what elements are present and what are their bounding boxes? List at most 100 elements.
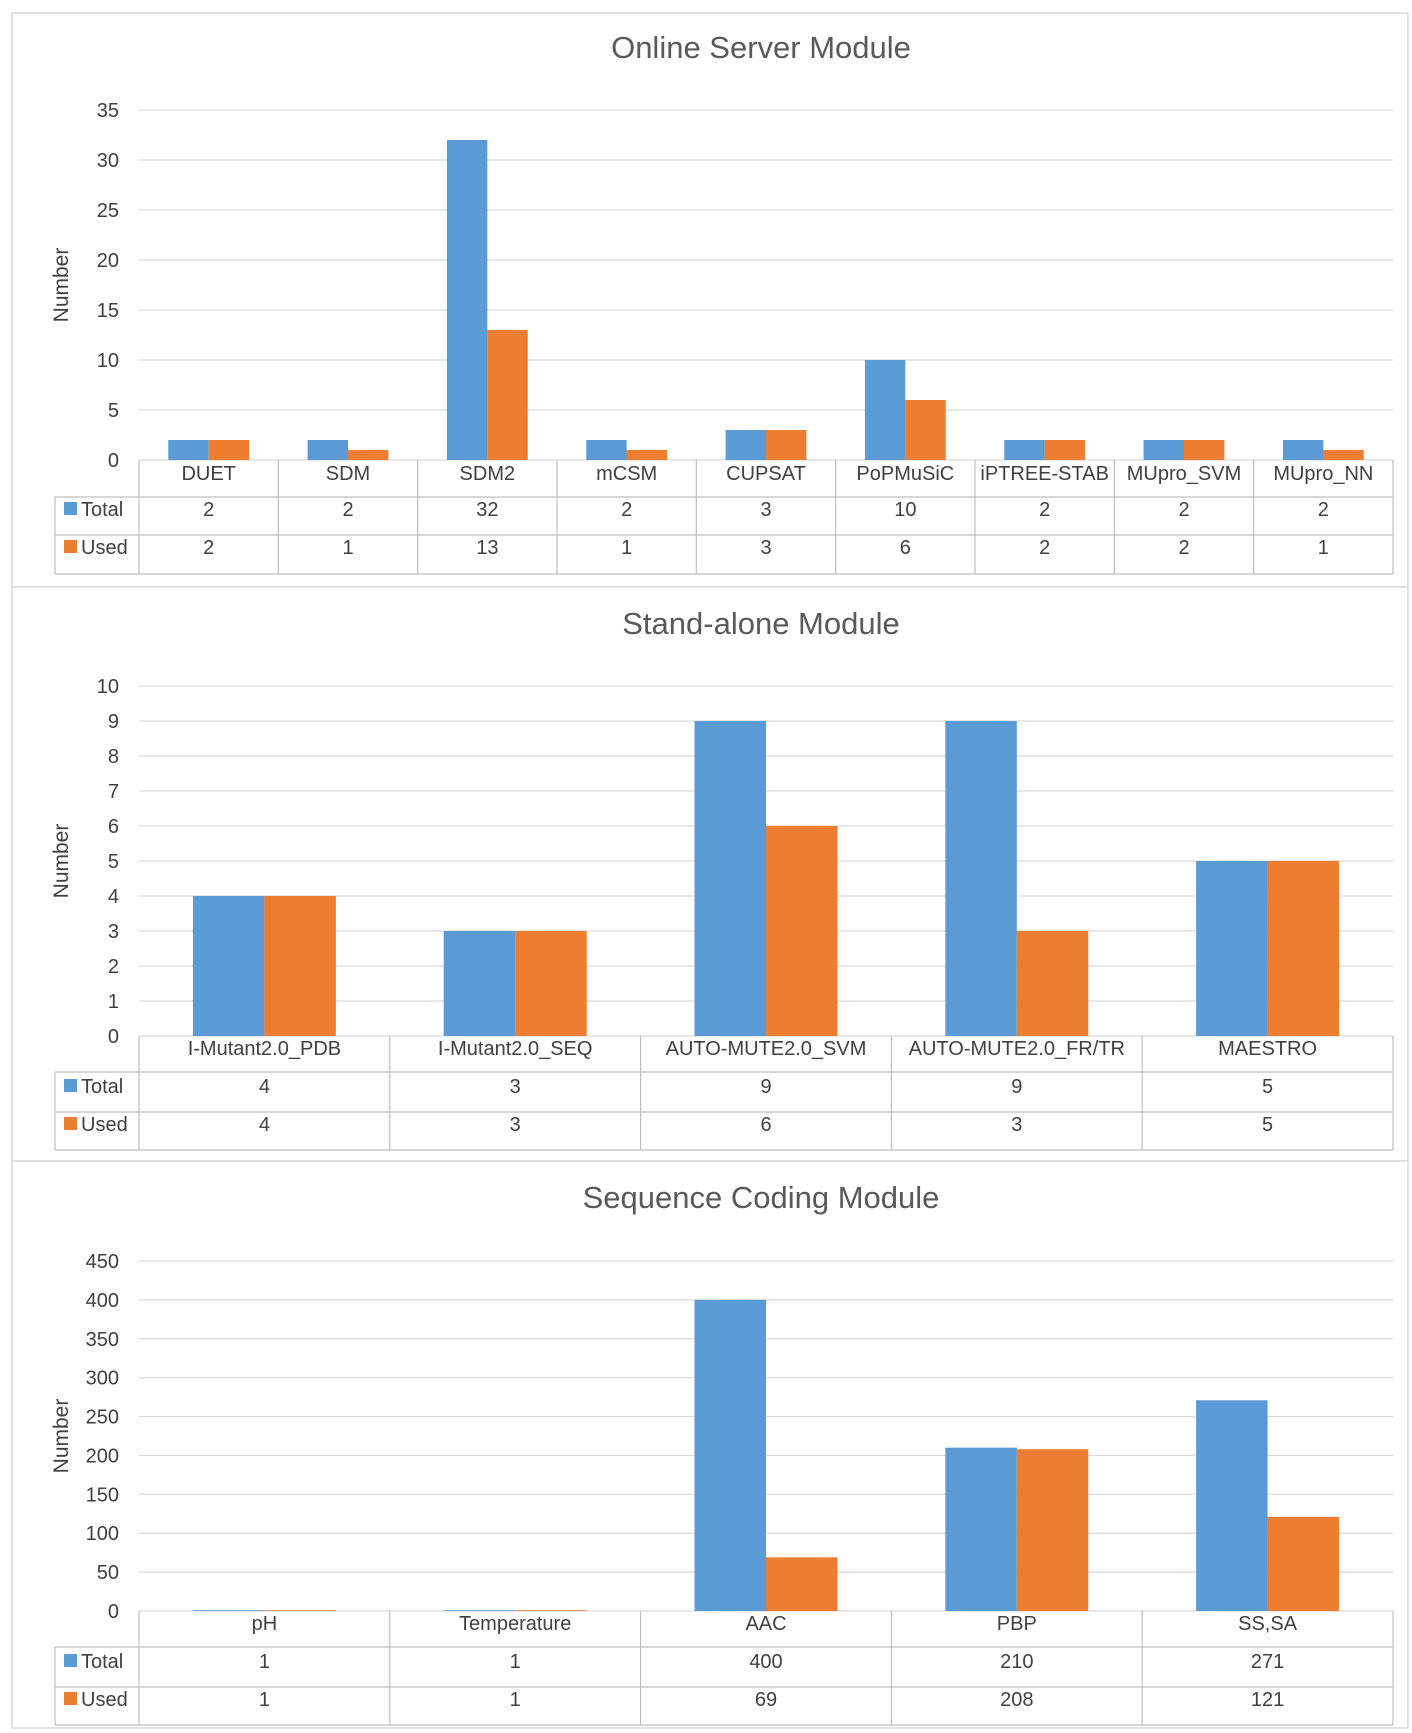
table-cell-used: 2 [203,537,214,559]
table-cell-used: 208 [1000,1689,1033,1711]
legend-label-used: Used [81,537,128,559]
chart-panel-border [11,12,1409,588]
legend-key-total [64,502,77,515]
legend-label-total: Total [81,1651,123,1673]
bar-used-maestro [1267,861,1340,1036]
y-tick-label: 0 [108,1601,119,1623]
bar-used-popmusic [905,400,946,460]
chart-panel-3: Sequence Coding Module 0 50 100 150 200 250 300… [11,1160,1409,1729]
chart-title: Online Server Module [611,30,911,65]
x-tick-label: AUTO-MUTE2.0_FR/TR [909,1038,1125,1060]
y-tick-label: 450 [86,1251,119,1273]
bar-used-duet [208,440,250,460]
bar-used-sdm [348,450,389,460]
bar-total-ss-sa [1196,1400,1268,1611]
y-tick-label: 200 [86,1445,119,1467]
table-cell-used: 121 [1251,1689,1284,1711]
bar-total-aac [694,1299,766,1611]
table-cell-total: 5 [1262,1076,1273,1098]
bar-used-ph [264,1610,336,1611]
legend-label-total: Total [81,499,123,521]
y-tick-label: 100 [86,1523,119,1545]
bar-used-i-mutant2-0-pdb [264,896,336,1036]
table-cell-total: 2 [203,499,214,521]
x-tick-label: SS,SA [1238,1613,1298,1635]
legend-key-total [64,1079,77,1092]
table-cell-total: 210 [1000,1651,1033,1673]
table-cell-used: 6 [900,537,911,559]
bar-total-popmusic [864,360,906,460]
table-cell-used: 1 [1318,537,1329,559]
chart-title: Stand-alone Module [622,606,899,641]
table-cell-total: 9 [1011,1076,1022,1098]
y-axis-label: Number [50,248,73,323]
bar-used-iptree-stab [1044,440,1086,460]
table-cell-total: 2 [342,499,353,521]
x-tick-label: PBP [997,1613,1037,1635]
table-cell-total: 2 [1039,499,1050,521]
bar-used-auto-mute2-0-fr-tr [1016,931,1089,1036]
bar-used-ss-sa [1267,1516,1340,1611]
y-tick-label: 2 [108,956,119,978]
x-tick-label: SDM2 [460,463,516,485]
table-cell-total: 10 [894,499,916,521]
table-cell-total: 400 [749,1651,782,1673]
table-cell-total: 3 [510,1076,521,1098]
table-cell-total: 32 [476,499,498,521]
chart-panel-1: Online Server Module 0 5 10 15 20 25 30 35 Number… [11,12,1409,588]
legend-key-used [64,1117,77,1130]
x-tick-label: MUpro_SVM [1127,463,1241,485]
table-cell-used: 1 [259,1689,270,1711]
legend-label-total: Total [81,1076,123,1098]
table-cell-total: 1 [510,1651,521,1673]
bar-total-temperature [443,1610,516,1611]
table-cell-total: 2 [621,499,632,521]
x-tick-label: MUpro_NN [1273,463,1373,485]
bar-total-pbp [945,1447,1017,1611]
table-cell-total: 271 [1251,1651,1284,1673]
bar-used-sdm2 [487,330,528,460]
y-tick-label: 15 [97,300,119,322]
table-cell-total: 2 [1318,499,1329,521]
x-tick-label: AAC [745,1613,786,1635]
y-tick-label: 10 [97,676,119,698]
bar-total-i-mutant2-0-seq [443,931,516,1036]
table-cell-total: 4 [259,1076,270,1098]
bar-used-aac [766,1557,838,1611]
y-tick-label: 0 [108,450,119,472]
legend-label-used: Used [81,1114,128,1136]
table-cell-used: 5 [1262,1114,1273,1136]
bar-total-mcsm [586,440,627,460]
y-axis-label: Number [50,824,73,899]
legend-key-used [64,1692,77,1705]
x-tick-label: pH [252,1613,278,1635]
table-cell-used: 69 [755,1689,777,1711]
table-cell-total: 9 [760,1076,771,1098]
x-tick-label: Temperature [459,1613,571,1635]
table-cell-total: 1 [259,1651,270,1673]
bar-used-pbp [1016,1449,1089,1611]
y-tick-label: 5 [108,851,119,873]
y-tick-label: 7 [108,781,119,803]
y-axis-label: Number [50,1399,73,1474]
bar-used-auto-mute2-0-svm [766,826,838,1036]
table-cell-total: 3 [760,499,771,521]
bar-total-i-mutant2-0-pdb [192,896,265,1036]
bar-total-iptree-stab [1004,440,1045,460]
data-table: DUET SDM SDM2 mCSM CUPSAT PoPMuSiC iPTREE-STAB… [54,460,1394,575]
table-cell-used: 1 [510,1689,521,1711]
data-table: I-Mutant2.0_PDB I-Mutant2.0_SEQ AUTO-MUTE2… [54,1036,1394,1151]
y-tick-label: 250 [86,1407,119,1429]
legend-label-used: Used [81,1689,128,1711]
x-tick-label: I-Mutant2.0_PDB [188,1038,341,1060]
table-cell-total: 2 [1178,499,1189,521]
table-cell-used: 6 [760,1114,771,1136]
legend-key-used [64,540,77,553]
data-table: pH Temperature AAC PBP SS,SA Total 1 1 400 210 271… [54,1611,1394,1726]
y-tick-label: 25 [97,200,119,222]
x-tick-label: MAESTRO [1218,1038,1317,1060]
table-cell-used: 3 [510,1114,521,1136]
bar-total-maestro [1196,861,1268,1036]
table-cell-used: 1 [342,537,353,559]
